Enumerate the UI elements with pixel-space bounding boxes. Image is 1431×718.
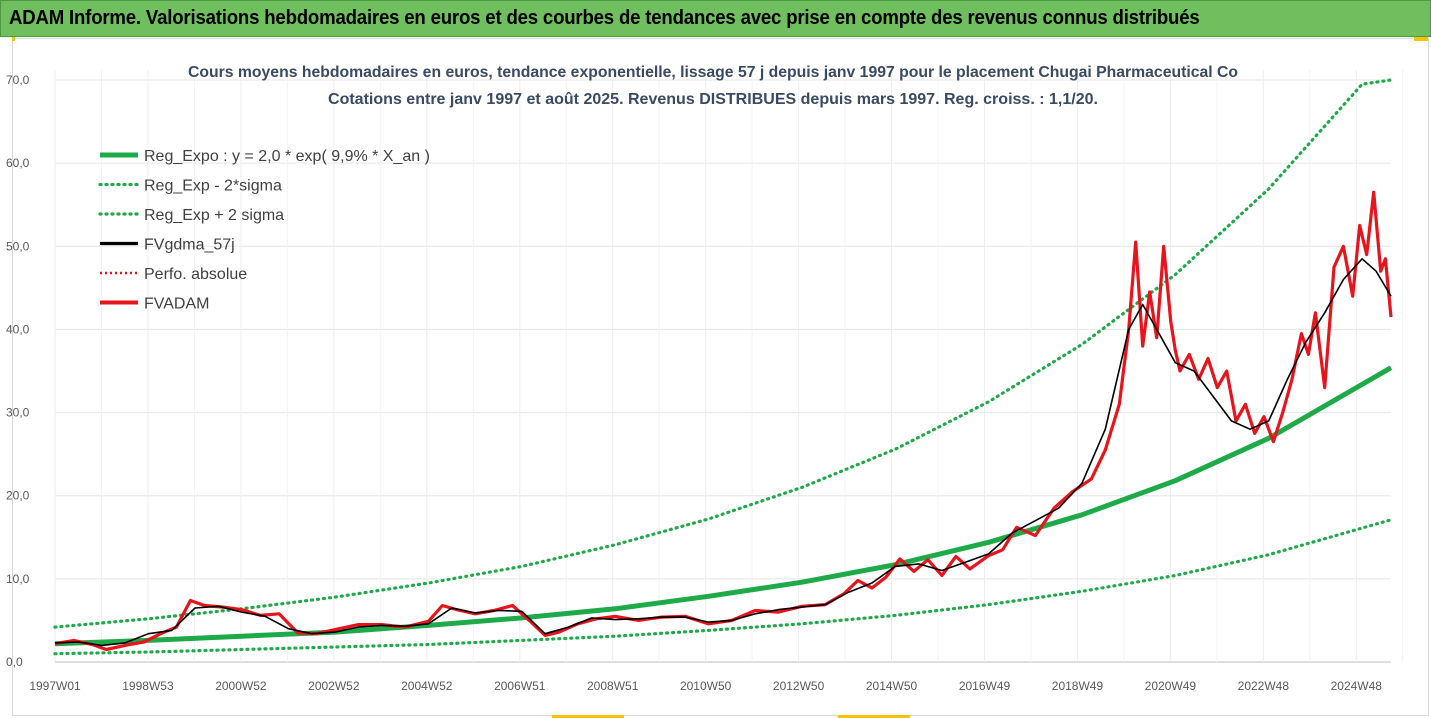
x-axis-ticks: 1997W01 1998W53 2000W52 2002W52 2004W52 2006W… (29, 679, 1382, 693)
legend-label-reg: Reg_Expo : y = 2,0 * exp( 9,9% * X_an ) (144, 148, 430, 165)
y-tick-label: 60,0 (6, 156, 30, 170)
chart-grid (54, 70, 1404, 663)
series-line-fvadam (54, 190, 1393, 652)
series-line-reg (54, 365, 1393, 647)
x-tick-label: 1998W53 (122, 679, 174, 693)
series-line-high (53, 78, 1393, 629)
legend-label-high: Reg_Exp + 2 sigma (144, 207, 284, 224)
chart-subtitle: Cotations entre janv 1997 et août 2025. … (328, 91, 1098, 108)
x-tick-label: 2000W52 (215, 679, 267, 693)
chart-legend: Reg_Expo : y = 2,0 * exp( 9,9% * X_an ) R… (98, 148, 430, 313)
chart-series (53, 78, 1393, 656)
y-axis-ticks: 0,0 10,0 20,0 30,0 40,0 50,0 60,0 70,0 (6, 73, 30, 669)
chart-title: Cours moyens hebdomadaires en euros, ten… (188, 64, 1238, 81)
x-tick-label: 1997W01 (29, 679, 81, 693)
series-line-gdma (54, 258, 1392, 647)
legend-label-fvadam: FVADAM (144, 296, 209, 313)
bottom-marker-2 (838, 715, 910, 718)
x-tick-label: 2006W51 (494, 679, 546, 693)
corner-marker-right (1414, 37, 1428, 41)
series-line-low (53, 518, 1393, 656)
x-tick-label: 2014W50 (866, 679, 918, 693)
legend-label-perf: Perfo. absolue (144, 266, 247, 283)
x-tick-label: 2016W49 (959, 679, 1011, 693)
corner-marker-left (12, 37, 15, 41)
report-banner-title: ADAM Informe. Valorisations hebdomadaire… (9, 7, 1200, 29)
y-tick-label: 40,0 (6, 322, 30, 336)
chart-frame (12, 38, 1429, 716)
x-tick-label: 2004W52 (401, 679, 453, 693)
x-tick-label: 2008W51 (587, 679, 639, 693)
legend-label-gdma: FVgdma_57j (144, 237, 235, 254)
x-tick-label: 2022W48 (1238, 679, 1290, 693)
report-banner: ADAM Informe. Valorisations hebdomadaire… (0, 0, 1431, 37)
y-tick-label: 10,0 (6, 572, 30, 586)
y-tick-label: 0,0 (6, 655, 23, 669)
x-tick-label: 2018W49 (1052, 679, 1104, 693)
y-tick-label: 70,0 (6, 73, 30, 87)
bottom-marker-1 (552, 715, 624, 718)
x-tick-label: 2012W50 (773, 679, 825, 693)
y-tick-label: 20,0 (6, 489, 30, 503)
legend-label-low: Reg_Exp - 2*sigma (144, 178, 282, 195)
x-tick-label: 2010W50 (680, 679, 732, 693)
x-tick-label: 2002W52 (308, 679, 360, 693)
y-tick-label: 50,0 (6, 239, 30, 253)
x-tick-label: 2024W48 (1331, 679, 1383, 693)
x-tick-label: 2020W49 (1145, 679, 1197, 693)
y-tick-label: 30,0 (6, 406, 30, 420)
